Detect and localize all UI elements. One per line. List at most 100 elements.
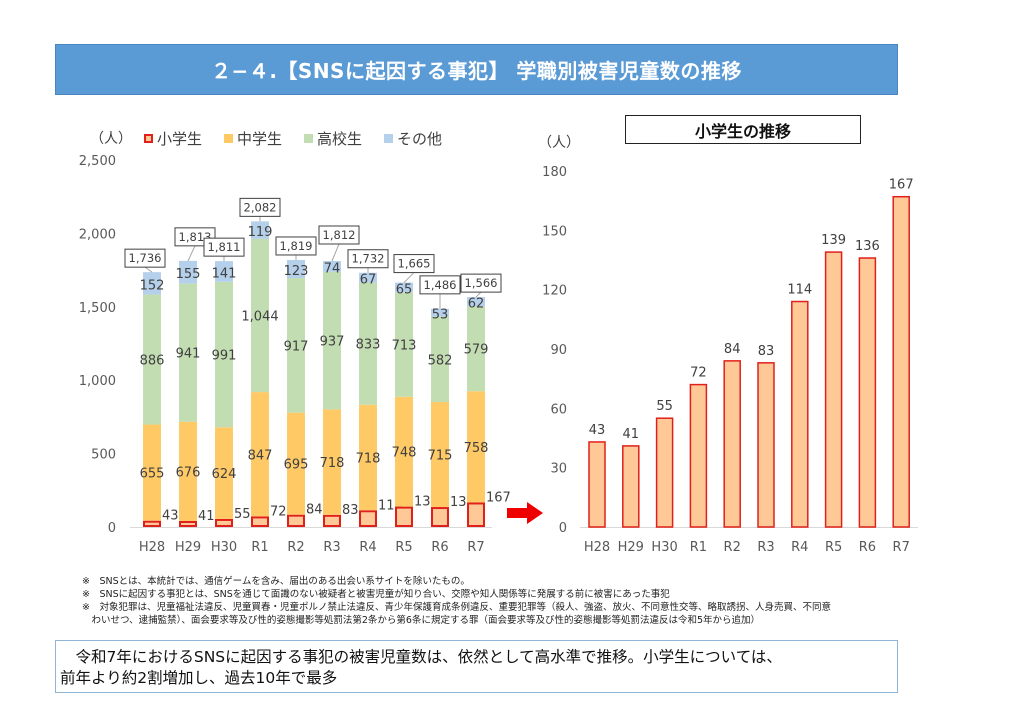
data-label-junior-high: 748: [392, 446, 417, 461]
data-label-elementary: 41: [198, 509, 215, 524]
data-label: 43: [589, 423, 606, 438]
bar-segment-junior-high: [395, 396, 413, 507]
bar-segment-elementary: [323, 514, 341, 528]
total-label-box: [203, 237, 245, 257]
x-tick-label: R1: [690, 540, 707, 555]
bar-segment-other: [215, 261, 233, 282]
data-label: 139: [821, 233, 846, 248]
left-unit-label: （人）: [90, 131, 132, 147]
data-label-high-school: 937: [320, 335, 345, 350]
bar-segment-high-school: [431, 316, 449, 403]
data-label-other: 53: [432, 308, 449, 323]
y-tick-label: 60: [550, 402, 567, 417]
footnote: ※ SNSとは、本統計では、通信ゲームを含み、届出のある出会い系サイトを除いたも…: [82, 576, 470, 587]
total-label-box: [419, 275, 461, 295]
bar-segment-other: [359, 272, 377, 283]
summary-box: 令和7年におけるSNSに起因する事犯の被害児童数は、依然として高水準で推移。小学…: [55, 640, 898, 693]
total-label: 1,819: [280, 239, 313, 253]
total-label: 1,813: [179, 230, 212, 244]
x-tick-label: H30: [651, 540, 677, 555]
data-label-junior-high: 715: [428, 449, 453, 464]
total-label-box: [275, 236, 317, 256]
bar-segment-other: [287, 259, 305, 279]
x-tick-label: R4: [791, 540, 808, 555]
data-label-elementary: 167: [486, 490, 511, 505]
bar-segment-elementary: [215, 518, 233, 528]
legend-item-other: その他: [384, 128, 442, 149]
data-label-other: 155: [176, 267, 201, 282]
bar: [858, 257, 877, 528]
bar-segment-junior-high: [467, 391, 485, 503]
data-label-high-school: 1,044: [241, 309, 278, 324]
data-label-high-school: 833: [356, 338, 381, 353]
legend-item-high-school: 高校生: [304, 128, 362, 149]
right-chart-title: 小学生の推移: [625, 115, 861, 144]
data-label-high-school: 917: [284, 339, 309, 354]
total-label: 1,486: [424, 278, 457, 292]
bar: [723, 360, 741, 528]
total-label-box: [318, 225, 360, 245]
x-tick-label: H29: [618, 540, 644, 555]
elementary-bar-chart: 0 30 60 90 120 150 180 43 H28 41 H29 55 H30 72 R1 84 R2 8…: [542, 165, 918, 555]
bar-segment-high-school: [287, 278, 305, 413]
y-tick-label: 1,000: [79, 374, 116, 389]
footnote: わいせつ、逮捕監禁）、面会要求等及び性的姿態撮影等処罰法第2条から第6条に規定す…: [82, 615, 761, 626]
bar: [655, 417, 674, 528]
data-label-other: 152: [140, 278, 165, 293]
data-label-other: 74: [324, 261, 341, 276]
total-label-box: [124, 248, 166, 268]
bar-segment-junior-high: [143, 424, 161, 521]
x-tick-label: R5: [825, 540, 842, 555]
total-label: 1,732: [352, 252, 385, 266]
summary-line: 令和7年におけるSNSに起因する事犯の被害児童数は、依然として高水準で推移。小学…: [60, 648, 782, 666]
bar-segment-elementary: [395, 506, 413, 527]
legend-swatch-junior-high: [224, 134, 234, 143]
bar: [892, 195, 910, 528]
right-unit-label: （人）: [538, 135, 580, 151]
bar-segment-elementary: [143, 520, 161, 528]
bar: [588, 441, 606, 528]
total-leader-line: [187, 245, 196, 262]
legend-label: 小学生: [157, 130, 203, 148]
bar-segment-elementary: [467, 502, 485, 528]
data-label: 84: [724, 342, 741, 357]
data-label: 136: [855, 239, 880, 254]
footnotes: ※ SNSとは、本統計では、通信ゲームを含み、届出のある出会い系サイトを除いたも…: [82, 575, 831, 627]
bar-segment-other: [251, 221, 269, 239]
legend-item-elementary: 小学生: [144, 128, 202, 149]
y-tick-label: 1,500: [79, 301, 116, 316]
legend: 小学生 中学生 高校生 その他: [144, 128, 442, 149]
data-label: 83: [758, 344, 775, 359]
data-label-other: 123: [284, 264, 309, 279]
data-label: 72: [690, 366, 707, 381]
y-tick-label: 2,000: [79, 227, 116, 242]
total-leader-line: [144, 266, 153, 273]
x-tick-label: R1: [251, 540, 268, 555]
total-label: 1,665: [398, 257, 431, 271]
x-tick-label: H28: [584, 540, 610, 555]
data-label: 167: [889, 178, 914, 193]
x-tick-label: R2: [287, 540, 304, 555]
bar-segment-high-school: [251, 238, 269, 393]
legend-item-junior-high: 中学生: [224, 128, 282, 149]
total-leader-line: [331, 243, 340, 262]
y-tick-label: 2,500: [79, 154, 116, 169]
data-label-junior-high: 718: [320, 456, 345, 471]
legend-label: その他: [397, 130, 443, 148]
bar-segment-elementary: [359, 510, 377, 528]
total-label-box: [393, 254, 435, 274]
data-label-high-school: 941: [176, 347, 201, 362]
bar-segment-other: [323, 260, 341, 272]
y-tick-label: 120: [542, 284, 567, 299]
bar: [689, 383, 708, 528]
x-tick-label: R3: [757, 540, 774, 555]
total-label-box: [347, 249, 389, 269]
page-title: ２−４.【SNSに起因する事犯】 学職別被害児童数の推移: [211, 59, 742, 83]
y-tick-label: 0: [559, 521, 567, 536]
legend-swatch-high-school: [304, 134, 314, 143]
bar-segment-high-school: [359, 282, 377, 405]
bar-segment-junior-high: [323, 409, 341, 515]
bar-segment-elementary: [431, 507, 449, 527]
x-tick-label: R2: [724, 540, 741, 555]
